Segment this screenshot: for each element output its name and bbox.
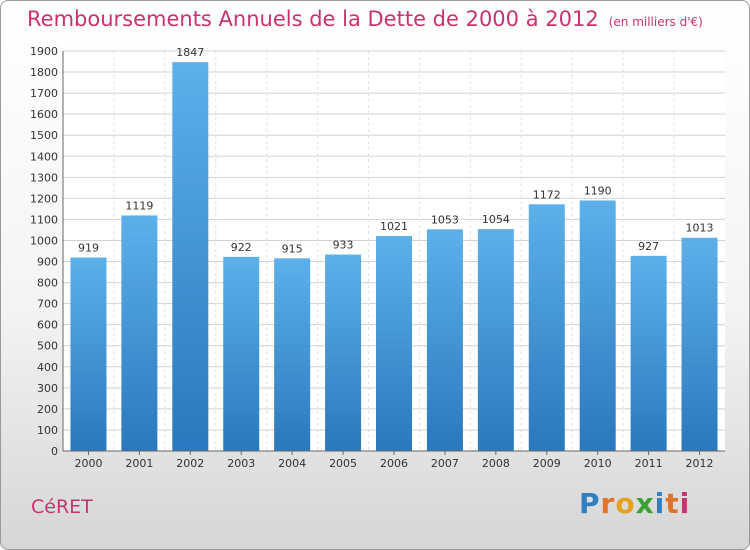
bar: [70, 257, 107, 451]
data-label: 922: [231, 241, 252, 254]
x-tick-label: 2009: [533, 457, 561, 470]
y-tick-label: 1300: [30, 171, 58, 184]
x-tick-label: 2010: [584, 457, 612, 470]
x-tick-label: 2002: [176, 457, 204, 470]
logo-letter: i: [679, 487, 691, 520]
x-tick-label: 2001: [125, 457, 153, 470]
y-tick-label: 0: [51, 445, 58, 458]
data-label: 1053: [431, 213, 459, 226]
y-tick-label: 200: [37, 403, 58, 416]
title-text: Remboursements Annuels de la Dette de 20…: [27, 7, 599, 31]
data-label: 1054: [482, 213, 510, 226]
bar: [376, 236, 412, 451]
y-tick-label: 900: [37, 256, 58, 269]
y-tick-label: 1800: [30, 66, 58, 79]
y-tick-label: 1100: [30, 213, 58, 226]
x-tick-label: 2011: [635, 457, 663, 470]
y-tick-label: 100: [37, 424, 58, 437]
y-tick-label: 1400: [30, 150, 58, 163]
y-tick-label: 600: [37, 319, 58, 332]
y-tick-label: 400: [37, 361, 58, 374]
bar: [121, 215, 158, 451]
y-tick-label: 500: [37, 340, 58, 353]
bar: [528, 204, 565, 451]
bar: [579, 200, 616, 451]
x-tick-label: 2007: [431, 457, 459, 470]
logo-letter: o: [615, 487, 636, 520]
y-tick-label: 300: [37, 382, 58, 395]
proxiti-logo: Proxiti: [579, 487, 690, 520]
logo-letter: t: [665, 487, 680, 520]
data-label: 933: [333, 239, 354, 252]
x-tick-label: 2003: [227, 457, 255, 470]
logo-letter: x: [635, 487, 655, 520]
y-tick-label: 1700: [30, 87, 58, 100]
y-tick-label: 800: [37, 277, 58, 290]
data-label: 927: [638, 240, 659, 253]
data-label: 1013: [686, 222, 714, 235]
data-label: 1190: [584, 184, 612, 197]
x-tick-label: 2008: [482, 457, 510, 470]
bar: [325, 254, 362, 451]
x-tick-label: 2000: [74, 457, 102, 470]
y-tick-label: 1900: [30, 45, 58, 58]
data-label: 919: [78, 242, 99, 255]
data-label: 1847: [176, 46, 204, 59]
y-tick-label: 1200: [30, 192, 58, 205]
x-tick-label: 2004: [278, 457, 306, 470]
logo-letter: i: [654, 487, 666, 520]
bar: [477, 229, 514, 451]
bar: [172, 62, 209, 451]
bar: [223, 256, 260, 451]
data-label: 915: [282, 242, 303, 255]
data-label: 1119: [125, 199, 153, 212]
x-tick-label: 2005: [329, 457, 357, 470]
logo-letter: r: [600, 487, 616, 520]
bar: [426, 229, 463, 451]
bar: [681, 237, 718, 451]
data-label: 1021: [380, 220, 408, 233]
x-tick-label: 2012: [686, 457, 714, 470]
y-tick-label: 1000: [30, 234, 58, 247]
subtitle-text: (en milliers d'€): [608, 15, 703, 29]
chart-title: Remboursements Annuels de la Dette de 20…: [27, 7, 703, 31]
y-tick-label: 1500: [30, 129, 58, 142]
bar: [274, 258, 311, 451]
logo-letter: P: [579, 487, 601, 520]
y-tick-label: 1600: [30, 108, 58, 121]
x-tick-label: 2006: [380, 457, 408, 470]
data-label: 1172: [533, 188, 561, 201]
bar: [630, 255, 667, 451]
city-name: CéRET: [31, 496, 93, 518]
y-tick-label: 700: [37, 298, 58, 311]
